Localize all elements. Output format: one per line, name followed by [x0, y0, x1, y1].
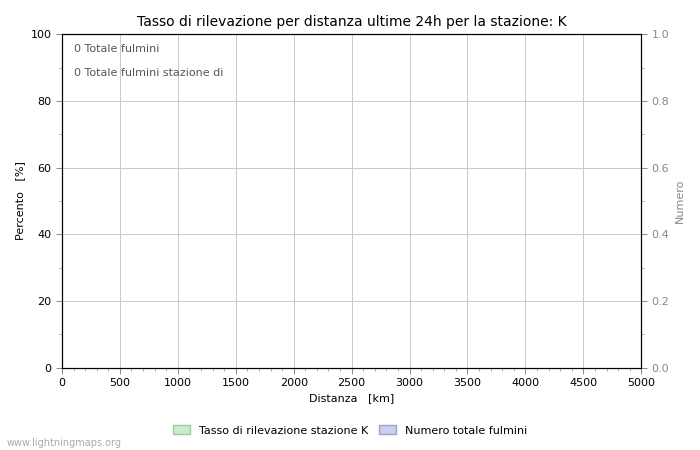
- Title: Tasso di rilevazione per distanza ultime 24h per la stazione: K: Tasso di rilevazione per distanza ultime…: [136, 15, 566, 29]
- Text: 0 Totale fulmini stazione di: 0 Totale fulmini stazione di: [74, 68, 223, 78]
- Text: 0 Totale fulmini: 0 Totale fulmini: [74, 45, 159, 54]
- X-axis label: Distanza   [km]: Distanza [km]: [309, 393, 394, 404]
- Legend: Tasso di rilevazione stazione K, Numero totale fulmini: Tasso di rilevazione stazione K, Numero …: [169, 421, 531, 440]
- Text: www.lightningmaps.org: www.lightningmaps.org: [7, 438, 122, 448]
- Y-axis label: Percento   [%]: Percento [%]: [15, 162, 25, 240]
- Y-axis label: Numero: Numero: [675, 179, 685, 223]
